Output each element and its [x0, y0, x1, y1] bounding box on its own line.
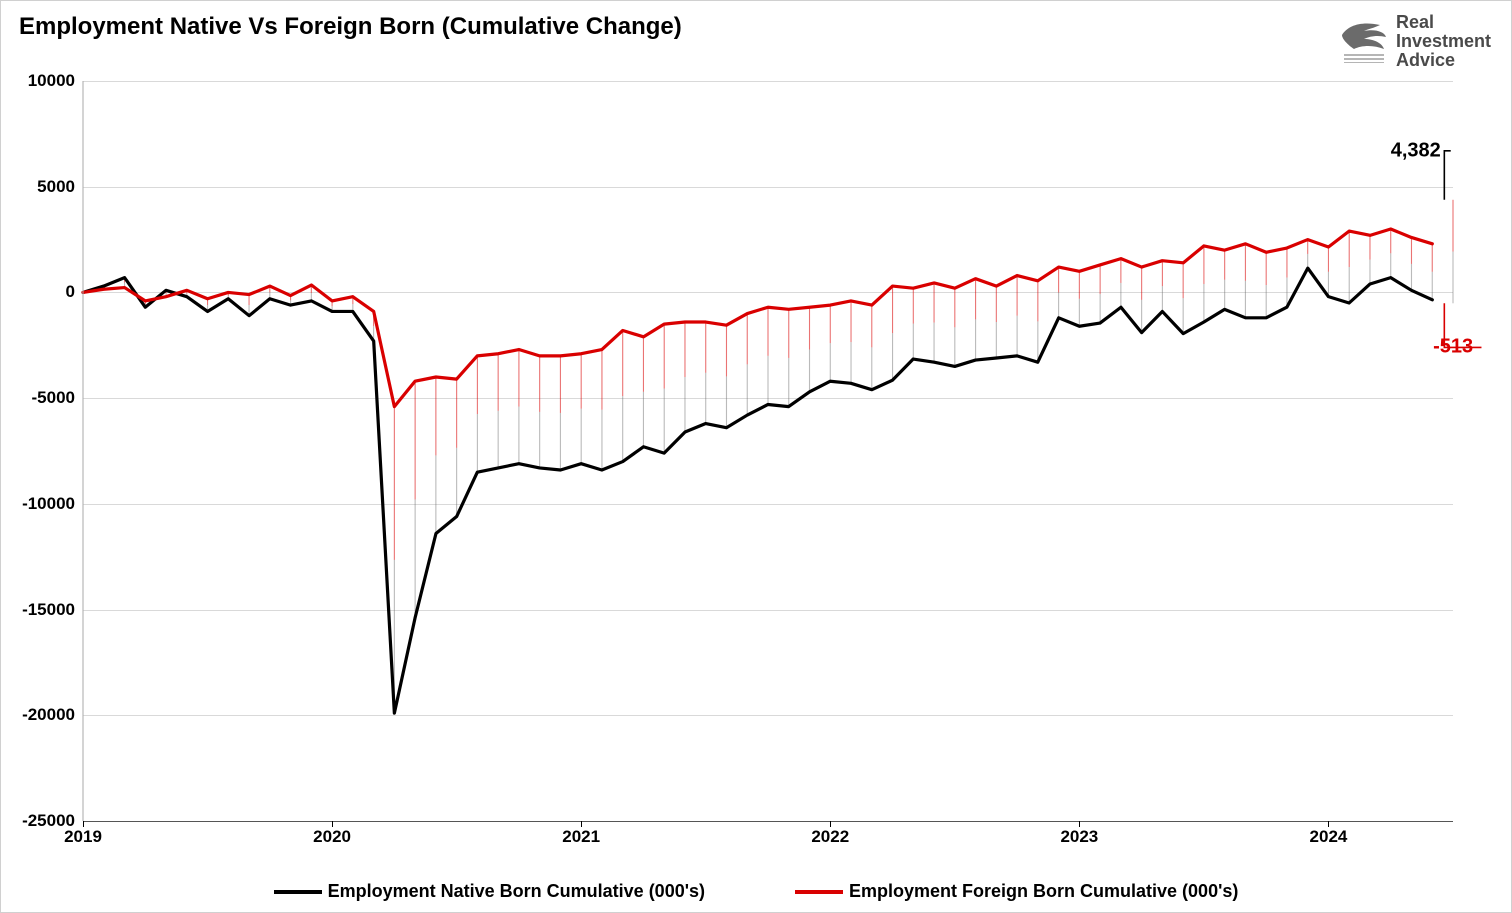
- x-tick-label: 2021: [562, 827, 600, 847]
- y-tick-label: -15000: [22, 600, 75, 620]
- legend-label-foreign: Employment Foreign Born Cumulative (000'…: [849, 881, 1238, 902]
- x-tick-label: 2022: [811, 827, 849, 847]
- eagle-icon: [1340, 19, 1388, 63]
- legend-item-foreign: Employment Foreign Born Cumulative (000'…: [795, 881, 1238, 902]
- legend-swatch-foreign: [795, 890, 843, 894]
- chart-svg: [83, 81, 1453, 821]
- legend-swatch-native: [274, 890, 322, 894]
- legend-label-native: Employment Native Born Cumulative (000's…: [328, 881, 705, 902]
- brand-line2: Investment: [1396, 32, 1491, 51]
- end-label-leader: [1444, 151, 1450, 200]
- brand-line3: Advice: [1396, 51, 1491, 70]
- series-native-line: [83, 268, 1432, 713]
- x-tick-label: 2019: [64, 827, 102, 847]
- brand-line1: Real: [1396, 13, 1491, 32]
- end-label: -513: [1433, 336, 1473, 359]
- series-foreign-line: [83, 229, 1432, 407]
- y-tick-label: -5000: [32, 388, 75, 408]
- x-tick-label: 2020: [313, 827, 351, 847]
- y-tick-label: -20000: [22, 705, 75, 725]
- legend-item-native: Employment Native Born Cumulative (000's…: [274, 881, 705, 902]
- legend: Employment Native Born Cumulative (000's…: [1, 881, 1511, 902]
- y-tick-label: 5000: [37, 177, 75, 197]
- gridline: [83, 821, 1453, 822]
- x-tick-label: 2024: [1310, 827, 1348, 847]
- y-tick-label: 0: [66, 282, 75, 302]
- plot-area: -25000-20000-15000-10000-500005000100002…: [83, 81, 1453, 821]
- y-tick-label: -10000: [22, 494, 75, 514]
- brand-text: Real Investment Advice: [1396, 13, 1491, 70]
- chart-title: Employment Native Vs Foreign Born (Cumul…: [19, 13, 682, 41]
- brand-logo: Real Investment Advice: [1340, 13, 1491, 70]
- x-tick-label: 2023: [1060, 827, 1098, 847]
- fill-hatch: [104, 200, 1453, 713]
- end-label: 4,382: [1391, 139, 1441, 162]
- y-tick-label: 10000: [28, 71, 75, 91]
- chart-container: Employment Native Vs Foreign Born (Cumul…: [0, 0, 1512, 913]
